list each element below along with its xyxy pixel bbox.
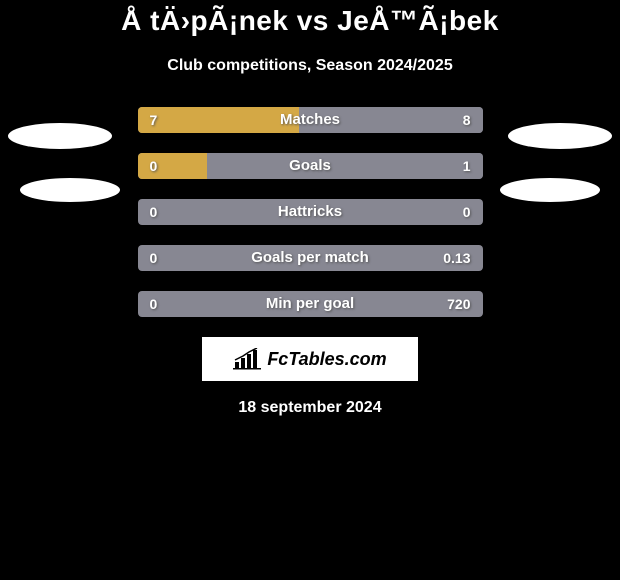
fctables-logo[interactable]: FcTables.com (202, 337, 418, 381)
stat-value-right: 0 (463, 199, 471, 225)
stat-value-right: 1 (463, 153, 471, 179)
stat-label: Min per goal (138, 291, 483, 317)
logo-text: FcTables.com (267, 349, 386, 370)
stat-row-goals: 0 Goals 1 (138, 153, 483, 179)
stat-label: Goals per match (138, 245, 483, 271)
stat-row-matches: 7 Matches 8 (138, 107, 483, 133)
stats-area: 7 Matches 8 0 Goals 1 0 Hattricks 0 0 Go… (0, 107, 620, 317)
chart-icon (233, 348, 261, 370)
main-container: Å tÄ›pÃ¡nek vs JeÅ™Ã¡bek Club competitio… (0, 0, 620, 417)
stat-value-right: 720 (447, 291, 470, 317)
stat-label: Matches (138, 107, 483, 133)
comparison-title: Å tÄ›pÃ¡nek vs JeÅ™Ã¡bek (0, 5, 620, 37)
snapshot-date: 18 september 2024 (0, 399, 620, 417)
stat-row-hattricks: 0 Hattricks 0 (138, 199, 483, 225)
stat-label: Goals (138, 153, 483, 179)
stat-value-right: 8 (463, 107, 471, 133)
stat-value-right: 0.13 (443, 245, 470, 271)
competition-subtitle: Club competitions, Season 2024/2025 (0, 57, 620, 75)
stat-row-min-per-goal: 0 Min per goal 720 (138, 291, 483, 317)
stat-label: Hattricks (138, 199, 483, 225)
stat-row-goals-per-match: 0 Goals per match 0.13 (138, 245, 483, 271)
